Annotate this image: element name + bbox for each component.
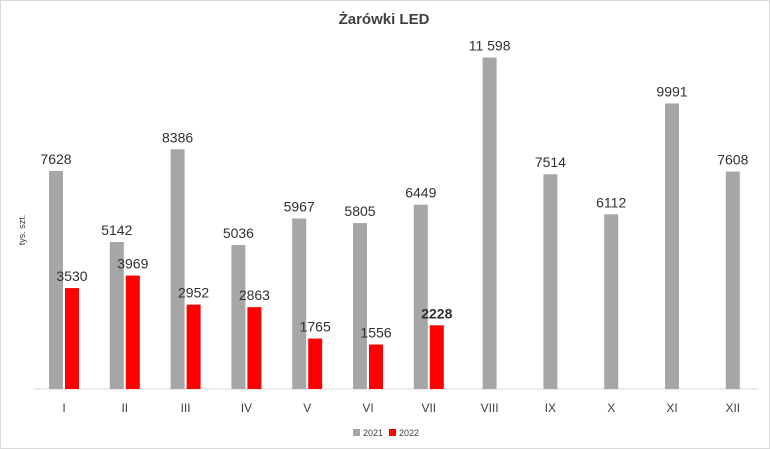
bar-2022-II: [125, 275, 140, 389]
data-label-2021-II: 5142: [101, 222, 132, 238]
x-ticks-group: I II III IV V VI VII VIII IX X XI XII: [62, 401, 740, 415]
data-label-2021-IV: 5036: [223, 225, 254, 241]
data-label-2021-XI: 9991: [656, 83, 687, 99]
bar-2022-I: [65, 288, 79, 389]
chart-title: Żarówki LED: [339, 11, 430, 28]
y-axis-label: tys. szt.: [17, 215, 27, 246]
x-tick-VI: VI: [362, 401, 373, 415]
x-tick-XI: XI: [666, 401, 677, 415]
data-label-2021-VIII: 11 598: [469, 37, 511, 53]
x-tick-X: X: [607, 401, 615, 415]
data-label-2021-VII: 6449: [405, 185, 436, 201]
data-label-2022-VII: 2228: [421, 305, 452, 321]
data-label-2022-I: 3530: [56, 268, 87, 284]
legend-swatch-2021: [353, 429, 360, 436]
x-tick-I: I: [62, 401, 65, 415]
data-label-2022-III: 2952: [178, 285, 209, 301]
legend-swatch-2022: [389, 429, 396, 436]
data-label-2022-V: 1765: [300, 319, 331, 335]
x-tick-III: III: [181, 401, 191, 415]
x-tick-VIII: VIII: [481, 401, 499, 415]
bar-2022-IV: [247, 307, 262, 389]
bar-2021-XI: [665, 103, 679, 389]
bar-2022-VII: [429, 325, 444, 389]
bar-2022-III: [186, 304, 201, 389]
x-tick-IX: IX: [545, 401, 556, 415]
bar-2021-IV: [231, 245, 246, 389]
bar-2021-X: [604, 214, 619, 389]
bar-2021-V: [292, 218, 307, 389]
bar-2021-II: [109, 242, 124, 389]
x-tick-V: V: [303, 401, 311, 415]
bar-2021-VI: [353, 223, 367, 389]
data-label-2021-X: 6112: [596, 194, 626, 210]
bar-2021-VIII: [482, 57, 497, 389]
x-tick-II: II: [121, 401, 128, 415]
data-label-2021-IX: 7514: [535, 154, 566, 170]
bar-2022-V: [308, 338, 323, 389]
data-label-2021-V: 5967: [284, 198, 315, 214]
data-label-2021-XII: 7608: [717, 152, 748, 168]
data-label-2021-VI: 5805: [344, 203, 375, 219]
legend-label-2022: 2022: [399, 428, 419, 438]
data-label-2021-I: 7628: [40, 151, 71, 167]
bar-2021-III: [170, 149, 185, 389]
data-label-2022-II: 3969: [117, 256, 148, 272]
bar-2021-VII: [413, 204, 428, 389]
bar-2021-IX: [543, 174, 558, 389]
x-tick-VII: VII: [421, 401, 436, 415]
legend: 2021 2022: [353, 428, 419, 438]
bar-2021-I: [49, 170, 63, 389]
bar-2021-XII: [725, 171, 740, 389]
legend-label-2021: 2021: [363, 428, 383, 438]
x-tick-IV: IV: [241, 401, 252, 415]
x-tick-XII: XII: [725, 401, 740, 415]
data-label-2022-IV: 2863: [239, 287, 270, 303]
data-label-2022-VI: 1556: [360, 325, 391, 341]
bar-2022-VI: [369, 344, 383, 389]
bars-group: 7628 3530 5142 3969 8386 2952 5036 2863 5967 1765…: [40, 37, 749, 389]
data-label-2021-III: 8386: [162, 129, 193, 145]
